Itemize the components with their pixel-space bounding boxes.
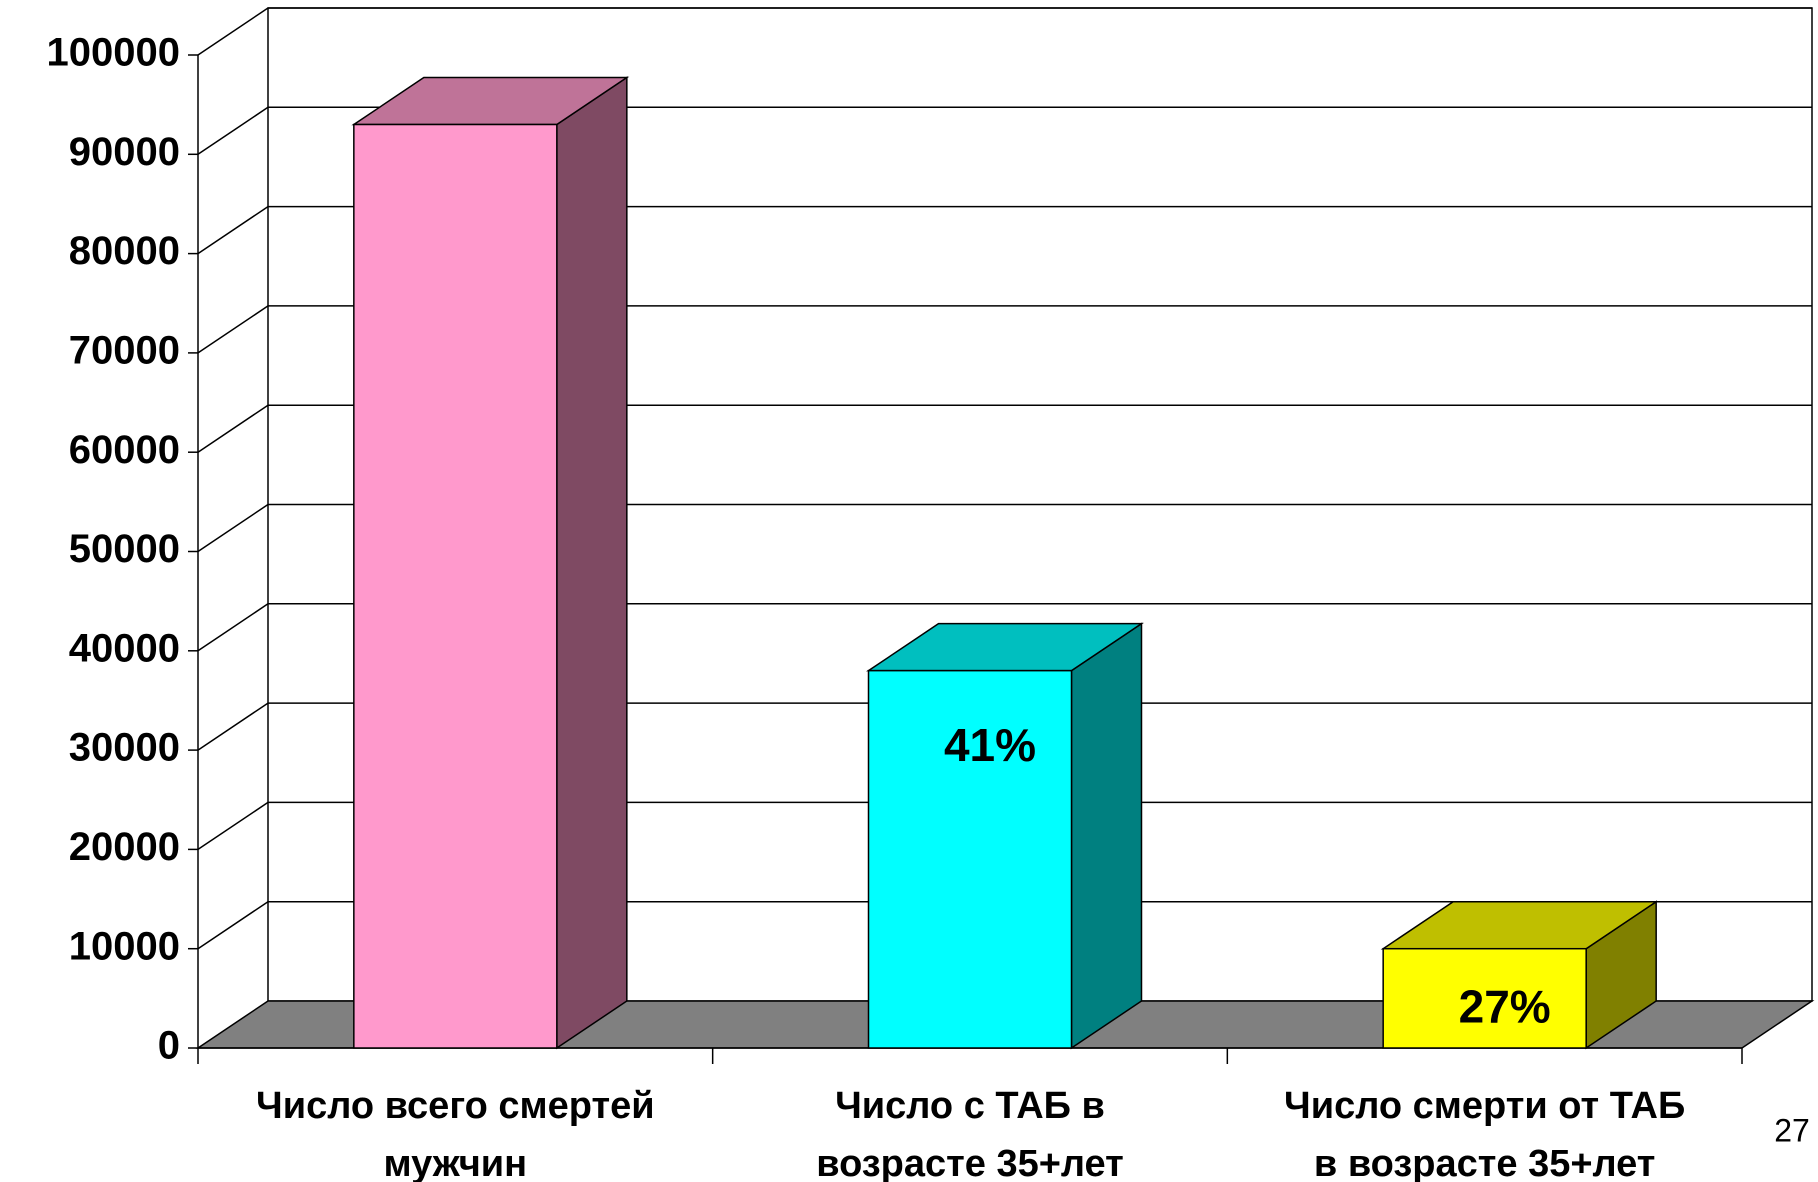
x-tick-label: Число смерти от ТАБ	[1284, 1085, 1685, 1127]
grid-line-side	[197, 603, 269, 652]
y-tick-label: 100000	[47, 31, 180, 75]
grid-line-side	[197, 901, 269, 950]
x-tick-label: в возрасте 35+лет	[1314, 1143, 1656, 1182]
grid-line-side	[197, 106, 269, 155]
y-tick-label: 20000	[69, 825, 180, 869]
grid-line-side	[197, 702, 269, 751]
y-tick-label: 60000	[69, 428, 180, 472]
x-tick-label: возрасте 35+лет	[816, 1143, 1124, 1182]
grid-line-side	[197, 7, 269, 56]
page-number: 27	[1774, 1112, 1810, 1148]
y-tick-label: 50000	[69, 527, 180, 571]
bar-annotation: 27%	[1459, 981, 1551, 1033]
y-tick-label: 0	[158, 1024, 180, 1068]
y-tick-label: 30000	[69, 726, 180, 770]
bar-annotation: 41%	[944, 719, 1036, 771]
grid-line-side	[197, 305, 269, 354]
y-tick-label: 10000	[69, 924, 180, 968]
x-tick-label: Число с ТАБ в	[835, 1085, 1105, 1127]
y-tick-label: 80000	[69, 229, 180, 273]
bar	[1382, 947, 1587, 1049]
grid-line-side	[197, 404, 269, 453]
bar-side	[1070, 622, 1143, 1050]
bar	[867, 669, 1073, 1049]
grid-line-side	[197, 801, 269, 851]
bar	[353, 123, 558, 1049]
bar-side	[556, 76, 628, 1050]
grid-line-side	[197, 503, 269, 553]
y-tick-label: 70000	[69, 328, 180, 372]
grid-line-side	[197, 205, 269, 255]
x-tick-label: мужчин	[384, 1143, 528, 1182]
y-tick-label: 90000	[69, 130, 180, 174]
x-tick-label: Число всего смертей	[256, 1085, 655, 1127]
y-tick-label: 40000	[69, 626, 180, 670]
